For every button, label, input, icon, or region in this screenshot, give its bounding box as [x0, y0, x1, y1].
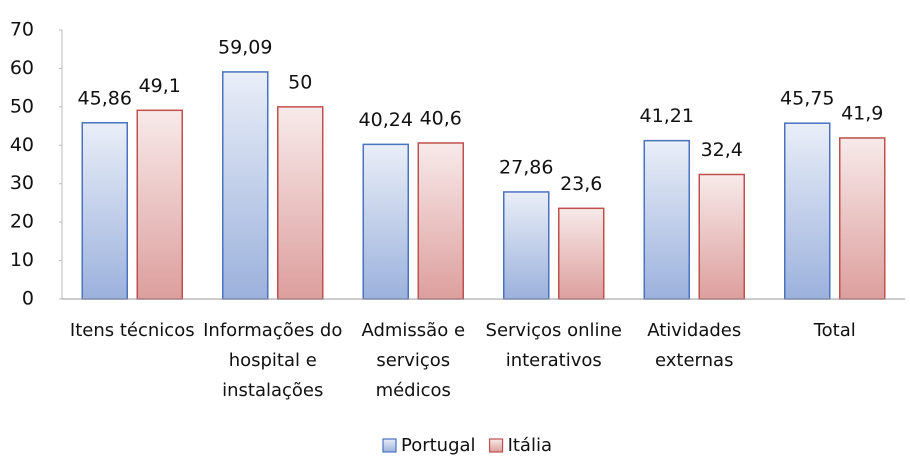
y-tick-label: 60	[10, 57, 34, 79]
bar	[698, 173, 745, 300]
data-label: 32,4	[701, 139, 743, 161]
y-tick-label: 40	[10, 134, 34, 156]
bar	[417, 142, 464, 300]
data-label: 45,86	[78, 87, 132, 109]
data-label: 40,24	[359, 109, 413, 131]
bar	[222, 71, 269, 300]
legend-label: Portugal	[401, 435, 476, 456]
data-label: 59,09	[218, 36, 272, 58]
y-tick-label: 10	[10, 249, 34, 271]
y-tick-label: 0	[22, 288, 34, 310]
data-label: 27,86	[499, 156, 553, 178]
bar	[136, 109, 183, 300]
data-label: 41,9	[841, 102, 883, 124]
bar	[784, 122, 831, 300]
data-label: 40,6	[420, 107, 462, 129]
bar	[558, 207, 605, 300]
x-tick-label: Admissão e serviços médicos	[361, 320, 466, 401]
legend-swatch	[382, 438, 397, 453]
x-tick-label: Serviços online interativos	[485, 320, 622, 371]
x-tick-label: Atividades externas	[647, 320, 742, 371]
bar	[277, 106, 324, 300]
legend-label: Itália	[508, 435, 552, 456]
bar	[362, 143, 409, 300]
bar	[81, 122, 128, 300]
data-label: 49,1	[139, 75, 181, 97]
bar	[839, 137, 886, 300]
y-tick-label: 50	[10, 95, 34, 117]
data-label: 23,6	[560, 173, 602, 195]
data-label: 50	[288, 71, 312, 93]
x-tick-label: Informações do hospital e instalações	[203, 320, 343, 401]
data-label: 45,75	[780, 88, 834, 110]
bar	[643, 139, 690, 300]
bar	[503, 191, 550, 300]
x-tick-label: Itens técnicos	[69, 320, 195, 341]
data-label: 41,21	[640, 105, 694, 127]
y-tick-label: 30	[10, 172, 34, 194]
x-tick-label: Total	[813, 320, 856, 341]
legend-swatch	[488, 438, 504, 453]
y-tick-label: 20	[10, 211, 34, 233]
y-tick-label: 70	[10, 19, 34, 41]
